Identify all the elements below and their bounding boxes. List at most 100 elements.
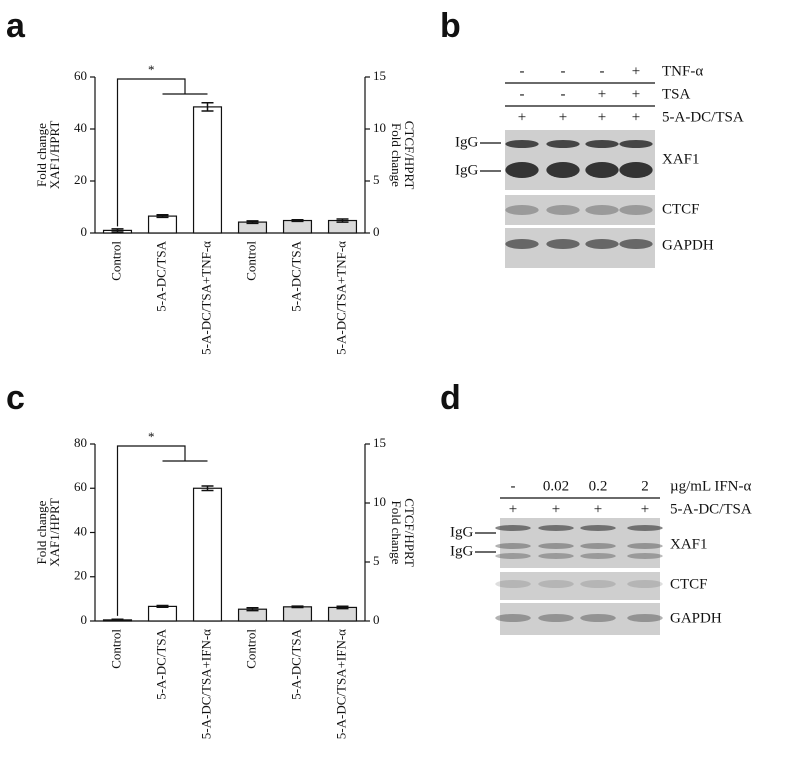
y-axis-label: Fold change [34, 123, 49, 187]
y-axis-label: Fold change [34, 500, 49, 564]
significance-bracket [116, 445, 208, 616]
blot-band [619, 162, 653, 178]
lane-label: - [520, 86, 525, 102]
blot-band [505, 239, 539, 249]
blot-band [627, 614, 663, 622]
blot-strip [500, 603, 660, 635]
blot-band [627, 580, 663, 588]
y2-axis-label: Fold change [389, 123, 404, 187]
bar [192, 487, 223, 622]
blot-band [538, 525, 574, 531]
panel-label: b [440, 7, 461, 45]
y2-tick-label: 0 [373, 224, 380, 239]
x-tick-label: Control [243, 241, 258, 281]
panel-label: d [440, 379, 461, 417]
bar [147, 215, 178, 234]
blot-band [585, 205, 619, 215]
blot-band [505, 162, 539, 178]
blot-band [585, 140, 619, 148]
band-label: CTCF [670, 576, 708, 592]
blot-strip [505, 195, 655, 225]
panel-label: c [6, 379, 25, 417]
lane-label: + [594, 501, 602, 517]
y-tick-label: 20 [74, 172, 87, 187]
condition-label: µg/mL IFN-α [670, 478, 751, 494]
lane-label: - [561, 86, 566, 102]
bar [282, 606, 313, 622]
blot-band [538, 543, 574, 549]
bar [192, 106, 223, 234]
x-tick-label: 5-A-DC/TSA [288, 628, 303, 699]
y2-axis-label: CTCF/HPRT [402, 498, 417, 567]
lane-label: + [559, 109, 567, 125]
y2-tick-label: 5 [373, 172, 380, 187]
blot-band [585, 162, 619, 178]
lane-label: 2 [641, 478, 649, 494]
band-label: CTCF [662, 201, 700, 217]
lane-label: + [598, 109, 606, 125]
blot-band [495, 525, 531, 531]
bar [147, 605, 178, 622]
lane-label: - [561, 63, 566, 79]
condition-label: TNF-α [662, 63, 703, 79]
error-bar [201, 101, 214, 112]
y-tick-label: 40 [74, 120, 87, 135]
blot-band [580, 543, 616, 549]
error-bar [336, 218, 349, 223]
panel-label: a [6, 7, 26, 45]
condition-label: TSA [662, 86, 691, 102]
lane-label: + [518, 109, 526, 125]
y-tick-label: 20 [74, 568, 87, 583]
marker-label: IgG [450, 524, 473, 540]
x-tick-label: 5-A-DC/TSA [153, 628, 168, 699]
x-tick-label: 5-A-DC/TSA+IFN-α [198, 629, 213, 739]
marker-label: IgG [450, 543, 473, 559]
y2-axis-label: Fold change [389, 501, 404, 565]
significance-label: * [148, 429, 155, 444]
x-tick-label: 5-A-DC/TSA+IFN-α [333, 629, 348, 739]
blot-band [505, 140, 539, 148]
error-bar [246, 607, 259, 612]
y-tick-label: 40 [74, 523, 87, 538]
error-bar [111, 228, 124, 233]
lane-label: + [552, 501, 560, 517]
blot-band [538, 580, 574, 588]
y-tick-label: 0 [81, 612, 88, 627]
error-bar [291, 218, 304, 223]
significance-label: * [148, 62, 155, 77]
y-tick-label: 60 [74, 68, 87, 83]
blot-band [495, 614, 531, 622]
x-tick-label: 5-A-DC/TSA+TNF-α [333, 241, 348, 355]
x-tick-label: Control [108, 241, 123, 281]
lane-label: - [511, 478, 516, 494]
marker-label: IgG [455, 162, 478, 178]
band-label: GAPDH [662, 237, 714, 253]
bar [282, 219, 313, 234]
y2-tick-label: 10 [373, 120, 386, 135]
blot-band [546, 140, 580, 148]
x-tick-label: 5-A-DC/TSA+TNF-α [198, 241, 213, 355]
blot-band [495, 543, 531, 549]
blot-band [495, 580, 531, 588]
blot-band [546, 239, 580, 249]
significance-bracket [116, 78, 208, 227]
error-bar [246, 220, 259, 225]
error-bar [336, 605, 349, 610]
blot-band [627, 543, 663, 549]
x-tick-label: Control [108, 629, 123, 669]
band-label: GAPDH [670, 610, 722, 626]
blot-band [538, 614, 574, 622]
blot-band [546, 162, 580, 178]
y2-tick-label: 15 [373, 435, 386, 450]
blot-band [619, 140, 653, 148]
band-label: XAF1 [670, 536, 708, 552]
bar [327, 606, 358, 622]
x-tick-label: Control [243, 629, 258, 669]
lane-label: - [600, 63, 605, 79]
lane-label: - [520, 63, 525, 79]
lane-label: + [598, 86, 606, 102]
lane-label: 0.02 [543, 478, 569, 494]
y2-tick-label: 10 [373, 494, 386, 509]
x-tick-label: 5-A-DC/TSA [153, 240, 168, 311]
blot-band [538, 553, 574, 559]
